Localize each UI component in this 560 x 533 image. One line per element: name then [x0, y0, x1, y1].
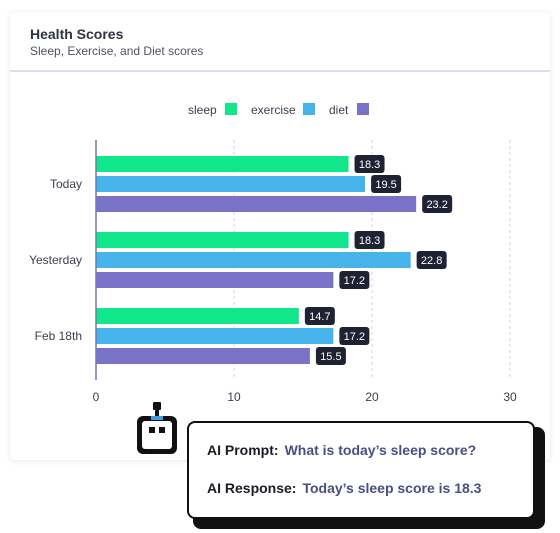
card-header: Health Scores Sleep, Exercise, and Diet …	[10, 12, 550, 72]
ai-prompt-label: AI Prompt:	[207, 442, 279, 458]
ai-prompt: AI Prompt: What is today’s sleep score?	[207, 442, 476, 458]
data-label-bg	[339, 327, 370, 345]
data-label-bg	[315, 347, 346, 365]
data-label: 18.3	[359, 159, 380, 171]
bar-diet	[96, 272, 334, 288]
ai-response: AI Response: Today’s sleep score is 18.3	[207, 480, 481, 496]
data-label-bg	[371, 175, 402, 193]
data-label-bg	[354, 155, 385, 173]
legend-swatch-sleep	[225, 103, 237, 115]
bar-exercise	[96, 252, 411, 268]
x-tick-label: 10	[227, 390, 241, 404]
x-tick-label: 20	[365, 390, 379, 404]
ai-bubble: AI Prompt: What is today’s sleep score? A…	[187, 421, 535, 519]
robot-icon	[137, 402, 177, 454]
data-label: 14.7	[309, 311, 330, 323]
data-label: 17.2	[344, 275, 365, 287]
category-label: Yesterday	[29, 253, 82, 267]
chart-title: Health Scores	[30, 26, 124, 42]
data-label: 22.8	[421, 255, 442, 267]
legend-label-sleep: sleep	[188, 103, 217, 117]
legend-swatch-exercise	[303, 103, 315, 115]
ai-response-label: AI Response:	[207, 480, 297, 496]
data-label: 19.5	[375, 179, 396, 191]
data-label: 15.5	[320, 351, 341, 363]
bar-exercise	[96, 328, 334, 344]
legend-label-exercise: exercise	[251, 103, 296, 117]
chart-subtitle: Sleep, Exercise, and Diet scores	[30, 44, 204, 58]
legend-label-diet: diet	[329, 103, 349, 117]
data-label: 23.2	[426, 199, 447, 211]
bar-sleep	[96, 156, 349, 172]
bar-diet	[96, 196, 417, 212]
data-label-bg	[304, 307, 335, 325]
data-label-bg	[422, 195, 453, 213]
data-label-bg	[354, 231, 385, 249]
category-label: Today	[50, 177, 82, 191]
bar-sleep	[96, 308, 299, 324]
bar-diet	[96, 348, 310, 364]
data-label: 18.3	[359, 235, 380, 247]
x-tick-label: 0	[93, 390, 100, 404]
data-label-bg	[339, 271, 370, 289]
data-label: 17.2	[344, 331, 365, 343]
category-label: Feb 18th	[35, 329, 82, 343]
bar-sleep	[96, 232, 349, 248]
bar-exercise	[96, 176, 366, 192]
ai-response-text: Today’s sleep score is 18.3	[302, 480, 482, 496]
data-label-bg	[416, 251, 447, 269]
x-tick-label: 30	[503, 390, 517, 404]
legend-swatch-diet	[357, 103, 369, 115]
ai-prompt-text: What is today’s sleep score?	[284, 442, 477, 458]
